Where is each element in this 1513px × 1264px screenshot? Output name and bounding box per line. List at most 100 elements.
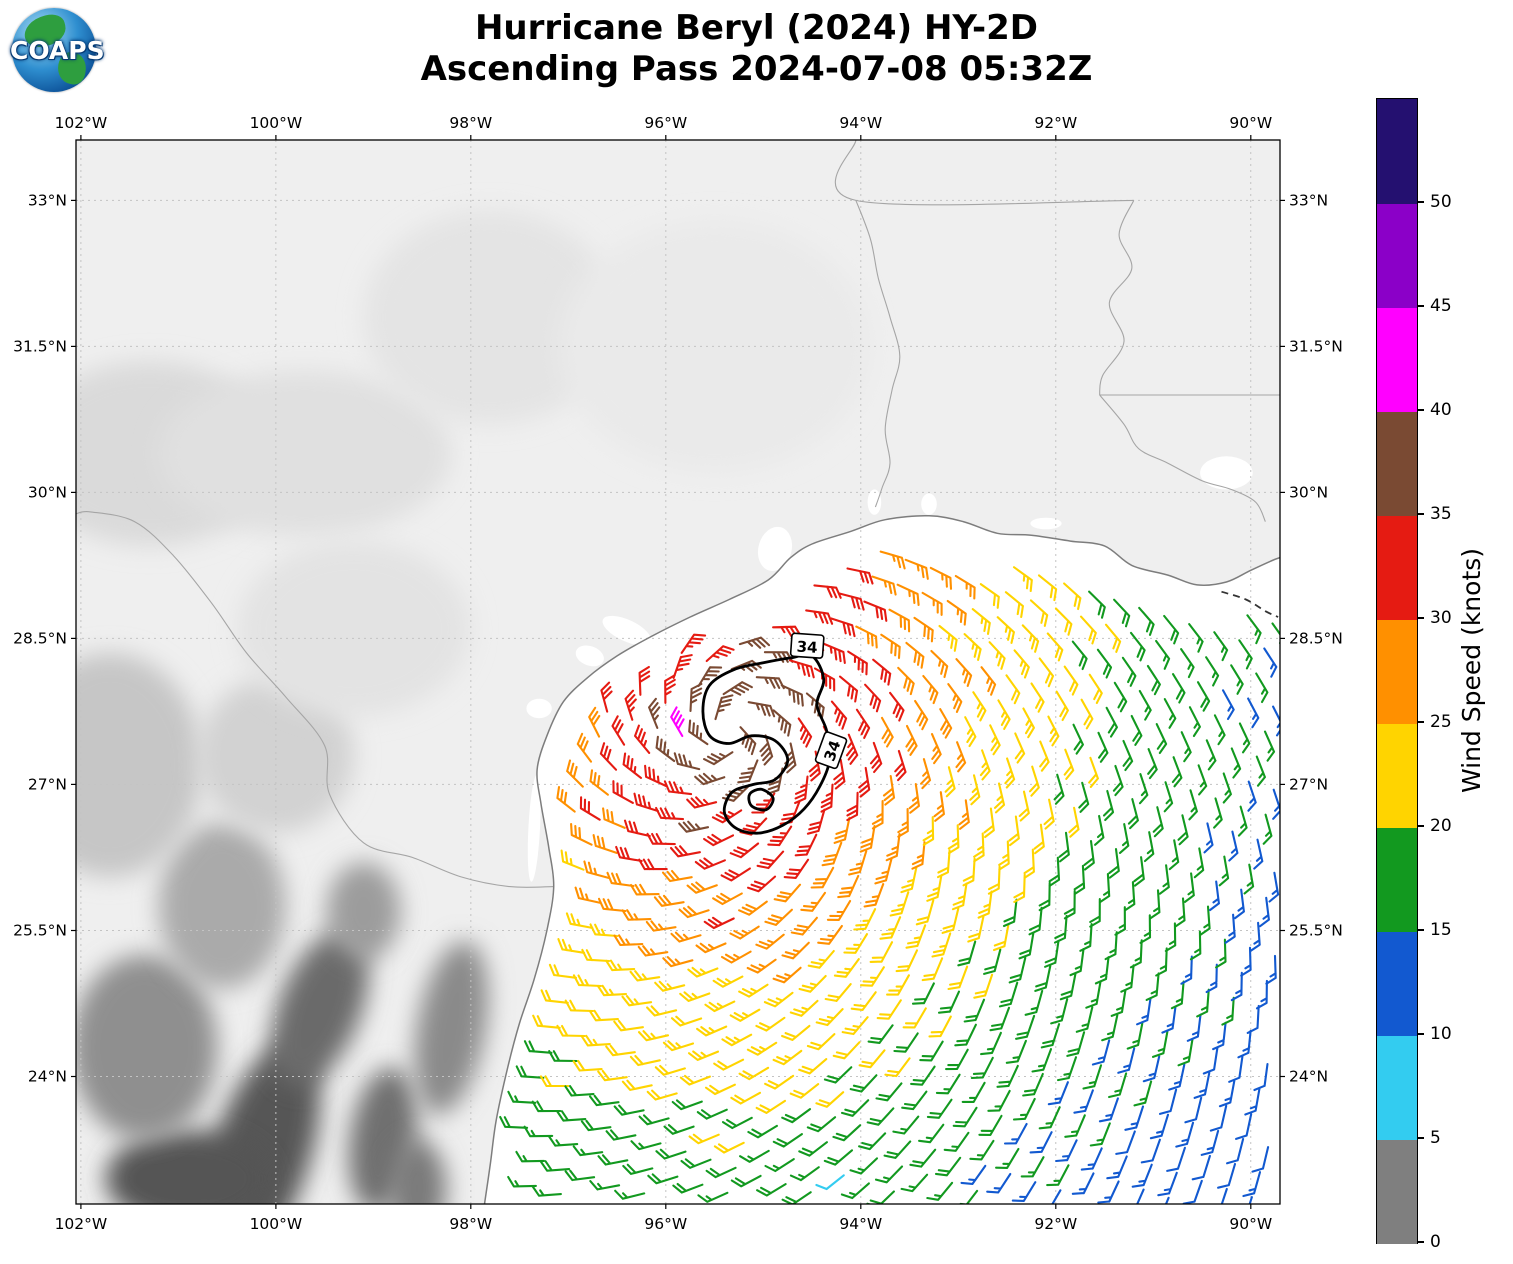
wind-barb — [566, 759, 584, 788]
wind-barb — [783, 858, 810, 879]
wind-barb — [622, 1163, 654, 1175]
wind-barb — [1044, 939, 1060, 968]
wind-barb — [686, 881, 718, 894]
colorbar-segment — [1377, 411, 1417, 516]
wind-barb — [1142, 1055, 1161, 1083]
wind-barb — [880, 716, 894, 748]
wind-barb — [1168, 1063, 1186, 1091]
wind-barb — [872, 658, 892, 686]
wind-barb — [1155, 639, 1171, 670]
wind-barb — [1055, 690, 1069, 722]
wind-barb — [1224, 913, 1236, 944]
wind-barb — [1183, 872, 1195, 903]
wind-barb — [788, 659, 815, 679]
wind-barb — [629, 883, 660, 896]
wind-barb — [972, 691, 987, 722]
wind-barb — [1237, 1029, 1252, 1059]
wind-barb — [654, 980, 686, 992]
colorbar-tick-mark — [1417, 201, 1424, 203]
wind-barb — [670, 931, 702, 943]
wind-barb — [939, 708, 953, 739]
wind-barb — [1149, 889, 1161, 920]
wind-barb — [832, 1041, 861, 1060]
terrain-shading — [270, 930, 369, 1087]
wind-barb — [1151, 1030, 1169, 1058]
wind-barb — [722, 681, 753, 696]
axis-ticks — [71, 135, 1285, 1209]
lon-tick-label-bottom: 102°W — [55, 1215, 108, 1233]
wind-barb — [1046, 1164, 1070, 1187]
wind-barb — [794, 775, 809, 805]
colorbar-tick-label: 45 — [1430, 296, 1452, 316]
wind-barb — [755, 933, 785, 950]
wind-barb — [1113, 598, 1131, 628]
colorbar-segment — [1377, 1139, 1417, 1244]
wind-barb — [823, 1066, 853, 1084]
colorbar-segment — [1377, 1035, 1417, 1140]
wind-barb — [772, 709, 792, 737]
wind-barb — [1048, 856, 1061, 887]
terrain-shading — [158, 823, 286, 989]
wind-barb — [621, 1079, 653, 1091]
wind-barb — [874, 858, 893, 885]
wind-barb — [738, 983, 769, 998]
wind-barb — [1098, 1097, 1119, 1123]
wind-barb — [945, 1048, 969, 1071]
wind-barb — [931, 932, 952, 958]
wind-barb — [630, 1140, 662, 1151]
wind-barb — [789, 999, 819, 1017]
wind-barb — [849, 1157, 879, 1175]
lat-tick-label-right: 33°N — [1289, 191, 1328, 209]
wind-barb — [1243, 863, 1255, 895]
wind-barb — [531, 1185, 562, 1197]
wind-barb — [886, 974, 910, 996]
wind-barb — [849, 1074, 878, 1093]
wind-barb — [670, 1015, 703, 1027]
wind-barb — [597, 897, 627, 913]
wind-barb — [1242, 1171, 1262, 1198]
wind-barb — [918, 1123, 945, 1144]
wind-barb — [1220, 1187, 1228, 1204]
wind-barb — [624, 689, 637, 721]
wind-barb — [884, 1057, 911, 1078]
wind-barb — [589, 923, 619, 938]
lat-tick-label-left: 31.5°N — [13, 337, 67, 355]
colorbar-tick-label: 35 — [1430, 504, 1452, 524]
wind-barb — [905, 724, 918, 756]
wind-barb — [1259, 896, 1270, 928]
wind-barb — [1143, 831, 1155, 863]
wind-barb — [823, 1149, 854, 1166]
wind-barb — [1008, 815, 1020, 847]
map-layers — [76, 140, 1280, 1204]
graticule — [76, 140, 1280, 1204]
wind-barb — [738, 1066, 770, 1081]
wind-barb — [1230, 747, 1242, 779]
wind-barb — [930, 733, 942, 765]
wind-barb — [605, 1044, 636, 1057]
wind-barb — [1115, 1130, 1136, 1155]
wind-barb — [1184, 1096, 1203, 1124]
wind-barb — [1218, 1079, 1236, 1108]
colorbar-tick-label: 40 — [1430, 400, 1452, 420]
wind-barb — [638, 665, 651, 696]
wind-barb — [1180, 955, 1193, 985]
wind-barb — [773, 883, 802, 903]
wind-barb — [1097, 731, 1109, 763]
barrier-coast-dashed — [1221, 590, 1279, 618]
wind-barb — [711, 809, 743, 824]
lat-tick-label-right: 28.5°N — [1289, 629, 1343, 647]
wind-barb — [853, 908, 877, 931]
wind-barb — [998, 840, 1010, 871]
terrain-shading — [76, 653, 203, 877]
wind-barb — [889, 891, 910, 917]
wind-barb — [947, 965, 969, 991]
wind-barb — [633, 792, 659, 813]
wind-barb — [850, 991, 877, 1011]
plot-title-line2: Ascending Pass 2024-07-08 05:32Z — [420, 49, 1093, 90]
wind-barb — [1018, 931, 1035, 960]
wind-barb — [1199, 905, 1211, 936]
wind-barb — [1213, 797, 1223, 829]
wind-barb — [902, 1007, 927, 1029]
wind-barb — [1011, 1181, 1037, 1202]
wind-barb — [970, 1056, 994, 1080]
